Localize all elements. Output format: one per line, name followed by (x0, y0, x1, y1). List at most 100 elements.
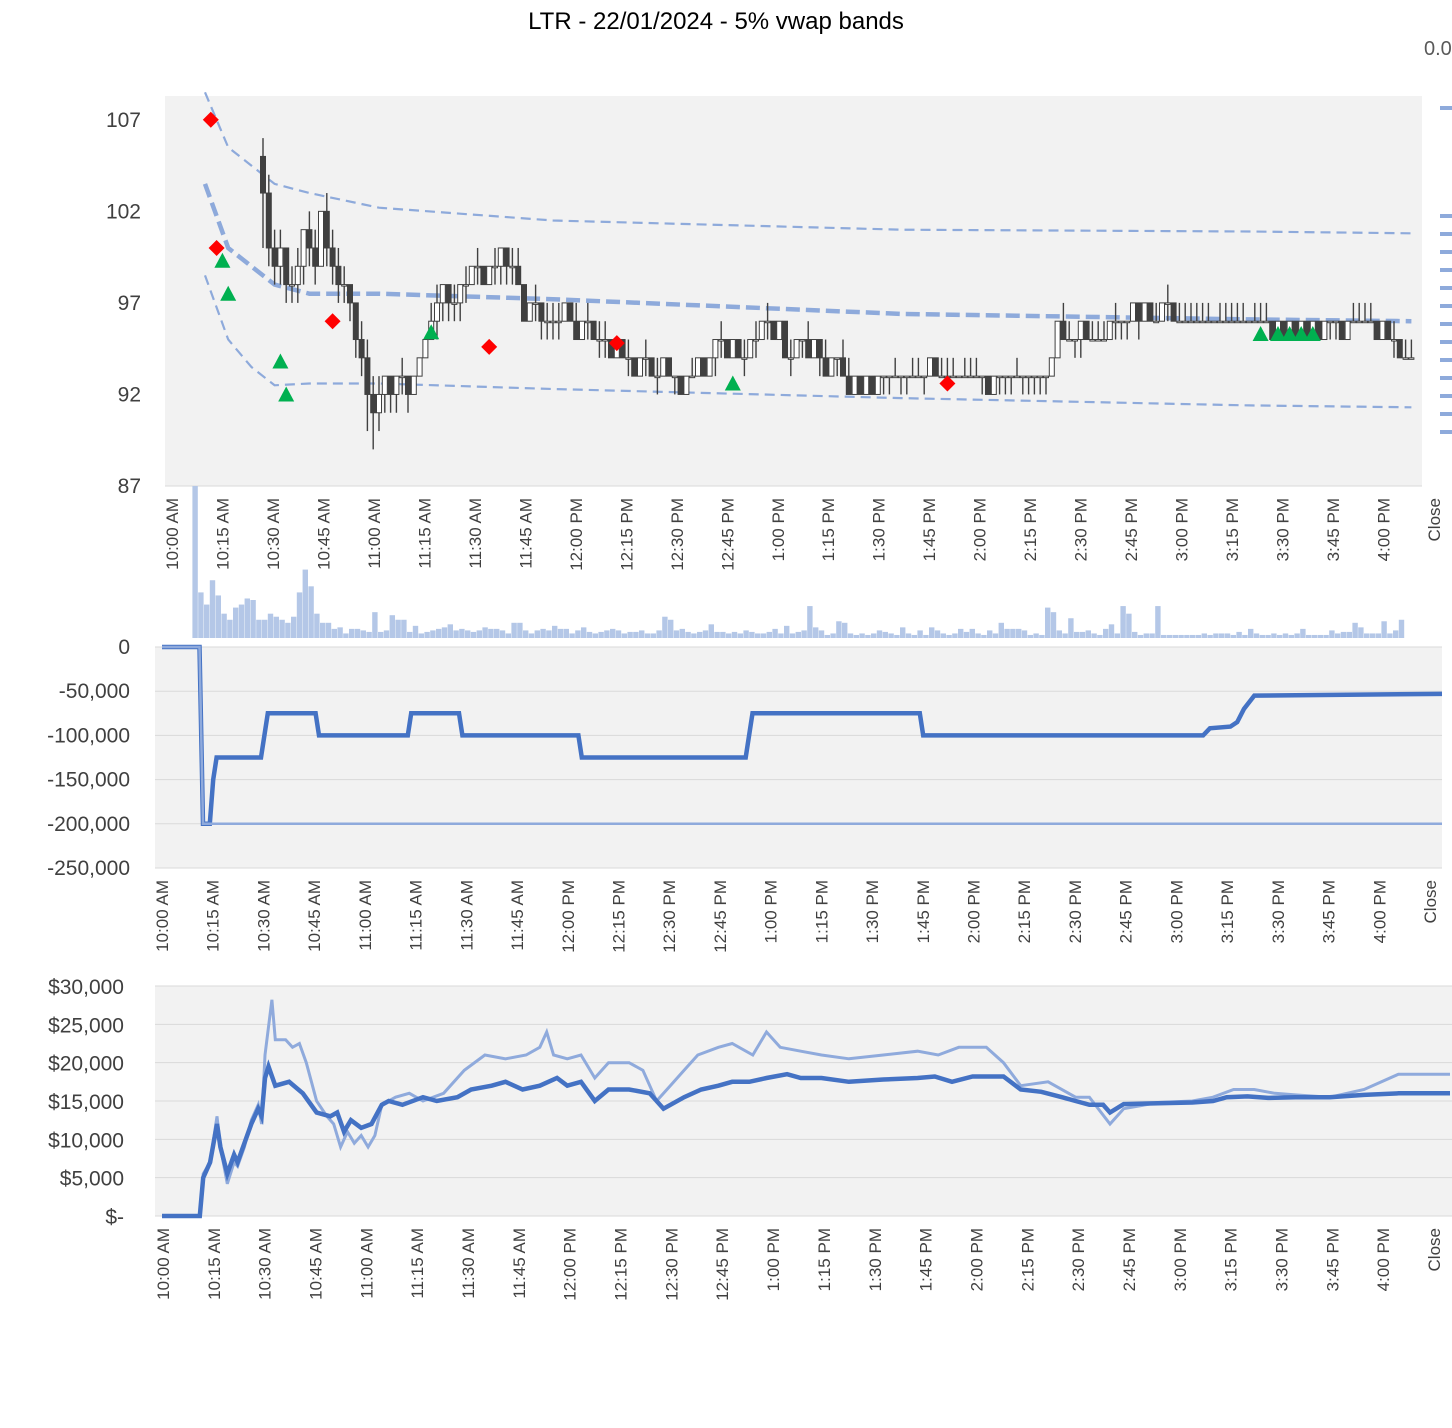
candle-body (352, 302, 359, 341)
x-tick-label: 3:30 PM (1272, 1228, 1291, 1291)
candle-body (526, 302, 533, 322)
volume-bar (929, 627, 935, 638)
volume-bar (1224, 633, 1231, 638)
candle-body (1385, 320, 1392, 341)
volume-bar (639, 630, 645, 638)
candle-body (271, 247, 278, 267)
candle-body (1153, 320, 1160, 324)
candle-body (1408, 357, 1415, 360)
volume-bar (888, 633, 894, 638)
volume-bar (412, 625, 419, 638)
candle-body (370, 393, 377, 414)
candle-body (573, 320, 580, 341)
candle-body (642, 357, 649, 360)
volume-bar (1358, 627, 1364, 638)
y-tick-label: 107 (106, 109, 141, 132)
candle-body (1182, 320, 1189, 324)
volume-bar (1097, 634, 1103, 638)
candle-body (770, 320, 777, 341)
volume-bar (383, 630, 390, 638)
volume-bar (644, 633, 651, 638)
candle-body (776, 320, 783, 341)
volume-bar (1369, 633, 1376, 638)
sell-marker (939, 375, 956, 392)
volume-bar (807, 606, 813, 638)
volume-bar (900, 627, 906, 638)
candle-body (410, 375, 417, 395)
x-tick-label: 4:00 PM (1370, 880, 1389, 943)
candle-body (1130, 302, 1136, 322)
volume-bar (523, 630, 529, 638)
volume-bar (244, 598, 250, 638)
candle-body (1205, 320, 1212, 324)
x-tick-label: 2:30 PM (1066, 880, 1085, 943)
buy-marker (272, 353, 289, 369)
volume-bar (958, 628, 964, 638)
candle-body (683, 375, 690, 395)
x-tick-label: 11:00 AM (356, 880, 375, 951)
x-tick-label: 1:15 PM (819, 498, 838, 561)
candle-body (805, 339, 812, 359)
candle-body (532, 302, 539, 305)
candle-body (451, 302, 458, 305)
x-tick-label: 10:45 AM (305, 880, 324, 952)
sell-marker (481, 338, 498, 355)
volume-bar (1323, 634, 1329, 638)
candle-body (277, 247, 284, 267)
volume-bar (1108, 624, 1115, 638)
x-tick-label: 12:00 PM (559, 880, 578, 953)
volume-bar (894, 634, 900, 638)
volume-bar (1137, 634, 1144, 638)
candle-body (758, 320, 765, 341)
candle-body (892, 375, 899, 379)
volume-bar (1271, 633, 1277, 638)
volume-bar (1091, 633, 1097, 638)
volume-bar (610, 628, 616, 638)
candle-body (1025, 375, 1032, 379)
x-tick-label: 10:15 AM (205, 1228, 224, 1300)
candle-body (747, 339, 754, 359)
candle-body (1391, 339, 1397, 342)
volume-bar (1149, 633, 1155, 638)
volume-bar (1294, 633, 1300, 638)
x-tick-label: 12:45 PM (711, 880, 730, 953)
volume-bar (731, 631, 738, 638)
x-tick-label: 1:15 PM (815, 1228, 834, 1291)
y-tick-label: -150,000 (47, 769, 130, 792)
candle-body (880, 375, 887, 379)
candle-body (1199, 320, 1206, 324)
volume-bar (784, 625, 790, 638)
candle-body (323, 210, 330, 249)
candle-body (979, 375, 986, 379)
volume-bar (830, 633, 836, 638)
candle-body (347, 284, 353, 304)
candle-body (967, 375, 974, 379)
candle-body (886, 375, 893, 379)
volume-bar (789, 633, 796, 638)
candle-body (1054, 320, 1061, 359)
volume-bar (325, 622, 332, 638)
candle-body (393, 375, 400, 395)
x-tick-label: 12:00 PM (567, 498, 586, 571)
candle-body (898, 375, 904, 379)
x-tick-label: Close (1425, 1228, 1444, 1271)
volume-bar (441, 627, 448, 638)
volume-bar (291, 616, 297, 638)
x-tick-label: 11:00 AM (357, 1228, 376, 1299)
volume-bar (534, 630, 540, 638)
y-tick-label: -100,000 (47, 724, 130, 747)
x-tick-label: 3:15 PM (1223, 498, 1242, 561)
x-tick-label: 2:30 PM (1069, 1228, 1088, 1291)
candle-body (1176, 320, 1183, 324)
y-tick-label: $20,000 (48, 1053, 124, 1076)
volume-bar (604, 630, 610, 638)
candle-body (1257, 320, 1264, 324)
volume-bar (279, 619, 285, 638)
y-tick-label: -200,000 (47, 813, 130, 836)
volume-bar (1219, 633, 1225, 638)
volume-bar (1033, 633, 1039, 638)
x-tick-label: 11:45 AM (508, 880, 527, 951)
x-tick-label: 12:30 PM (662, 1228, 681, 1301)
volume-bar (569, 633, 575, 638)
volume-bar (656, 630, 662, 638)
